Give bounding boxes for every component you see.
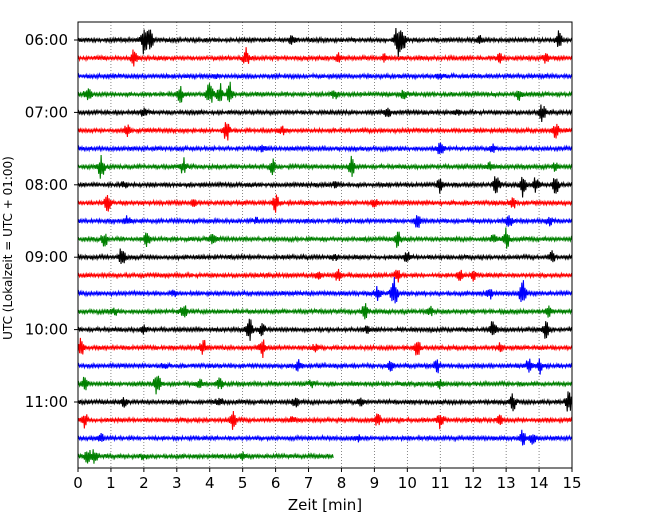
seismic-trace [77, 27, 573, 57]
grid-lines [110, 22, 540, 468]
seismic-trace [77, 47, 573, 67]
seismic-trace [77, 318, 573, 341]
x-tick-label: 11 [431, 474, 450, 492]
x-axis-ticks: 0 1 2 3 4 5 6 7 8 9 10 11 12 13 14 15 [73, 468, 582, 492]
seismic-trace [77, 194, 573, 213]
seismic-trace [77, 215, 573, 228]
x-tick-label: 10 [398, 474, 417, 492]
x-tick-label: 9 [370, 474, 380, 492]
y-tick-label: 11:00 [25, 393, 68, 411]
plot-frame [77, 21, 573, 469]
seismic-trace [77, 71, 573, 81]
seismic-trace [77, 81, 573, 103]
y-tick-label: 08:00 [25, 176, 68, 194]
seismic-trace [77, 122, 573, 141]
x-tick-label: 1 [106, 474, 116, 492]
x-tick-label: 4 [205, 474, 215, 492]
x-tick-label: 0 [73, 474, 83, 492]
x-tick-label: 2 [139, 474, 149, 492]
x-tick-label: 6 [271, 474, 281, 492]
seismic-trace [77, 391, 573, 412]
y-tick-label: 09:00 [25, 248, 68, 266]
y-tick-label: 07:00 [25, 103, 68, 121]
x-tick-label: 13 [497, 474, 516, 492]
x-axis-label: Zeit [min] [288, 496, 362, 514]
seismic-trace [77, 375, 573, 395]
seismic-trace [77, 429, 573, 446]
x-tick-label: 3 [172, 474, 182, 492]
seismic-trace [77, 337, 573, 359]
seismic-traces [77, 27, 573, 464]
y-axis-label: UTC (Lokalzeit = UTC + 01:00) [1, 156, 15, 340]
x-tick-label: 12 [464, 474, 483, 492]
y-tick-label: 06:00 [25, 31, 68, 49]
seismic-trace [77, 358, 573, 375]
x-tick-label: 14 [530, 474, 549, 492]
seismic-trace [77, 176, 573, 198]
seismic-trace [77, 227, 573, 249]
seismic-trace [77, 248, 573, 264]
seismic-trace [77, 104, 573, 122]
x-tick-label: 15 [562, 474, 581, 492]
x-tick-label: 8 [337, 474, 347, 492]
x-tick-label: 5 [238, 474, 248, 492]
seismic-trace [77, 303, 573, 320]
seismic-trace [77, 154, 573, 179]
seismic-trace [77, 268, 573, 283]
seismic-trace [77, 277, 573, 304]
y-axis-ticks: 06:00 07:00 08:00 09:00 10:00 11:00 [25, 31, 78, 411]
seismic-trace [77, 410, 573, 430]
seismic-trace [77, 449, 334, 464]
y-tick-label: 10:00 [25, 321, 68, 339]
x-tick-label: 7 [304, 474, 314, 492]
seismic-trace [77, 142, 573, 155]
